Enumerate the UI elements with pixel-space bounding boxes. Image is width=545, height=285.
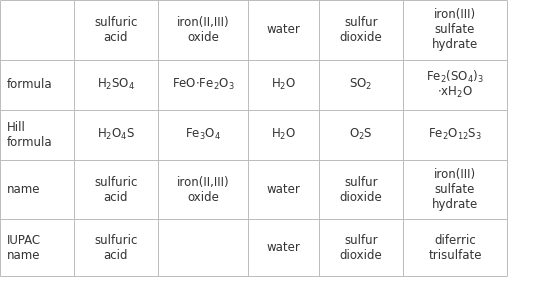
Text: water: water — [267, 183, 300, 196]
Text: $\mathregular{SO_2}$: $\mathregular{SO_2}$ — [349, 77, 373, 92]
Text: $\mathregular{H_2SO_4}$: $\mathregular{H_2SO_4}$ — [97, 77, 135, 92]
Text: iron(II,III)
oxide: iron(II,III) oxide — [177, 16, 229, 44]
Text: sulfuric
acid: sulfuric acid — [94, 176, 137, 203]
Text: formula: formula — [7, 78, 52, 91]
Text: IUPAC
name: IUPAC name — [7, 234, 41, 262]
Text: water: water — [267, 23, 300, 36]
Text: name: name — [7, 183, 40, 196]
Text: $\mathregular{H_2O}$: $\mathregular{H_2O}$ — [271, 77, 296, 92]
Text: sulfur
dioxide: sulfur dioxide — [340, 234, 383, 262]
Text: $\mathregular{Fe_2O_{12}S_3}$: $\mathregular{Fe_2O_{12}S_3}$ — [428, 127, 482, 142]
Text: $\mathregular{FeO{\cdot}Fe_2O_3}$: $\mathregular{FeO{\cdot}Fe_2O_3}$ — [172, 77, 234, 92]
Text: $\mathregular{Fe_3O_4}$: $\mathregular{Fe_3O_4}$ — [185, 127, 221, 142]
Text: sulfur
dioxide: sulfur dioxide — [340, 16, 383, 44]
Text: diferric
trisulfate: diferric trisulfate — [428, 234, 482, 262]
Text: $\mathregular{H_2O}$: $\mathregular{H_2O}$ — [271, 127, 296, 142]
Text: iron(III)
sulfate
hydrate: iron(III) sulfate hydrate — [432, 168, 478, 211]
Text: sulfur
dioxide: sulfur dioxide — [340, 176, 383, 203]
Text: $\mathregular{Fe_2(SO_4)_3}$: $\mathregular{Fe_2(SO_4)_3}$ — [426, 69, 484, 86]
Text: iron(II,III)
oxide: iron(II,III) oxide — [177, 176, 229, 203]
Text: $\mathregular{H_2O_4S}$: $\mathregular{H_2O_4S}$ — [96, 127, 135, 142]
Text: $\mathregular{O_2S}$: $\mathregular{O_2S}$ — [349, 127, 373, 142]
Text: sulfuric
acid: sulfuric acid — [94, 16, 137, 44]
Text: iron(III)
sulfate
hydrate: iron(III) sulfate hydrate — [432, 9, 478, 51]
Text: sulfuric
acid: sulfuric acid — [94, 234, 137, 262]
Text: $\mathregular{{\cdot}xH_2O}$: $\mathregular{{\cdot}xH_2O}$ — [437, 85, 473, 100]
Text: Hill
formula: Hill formula — [7, 121, 52, 149]
Text: water: water — [267, 241, 300, 255]
